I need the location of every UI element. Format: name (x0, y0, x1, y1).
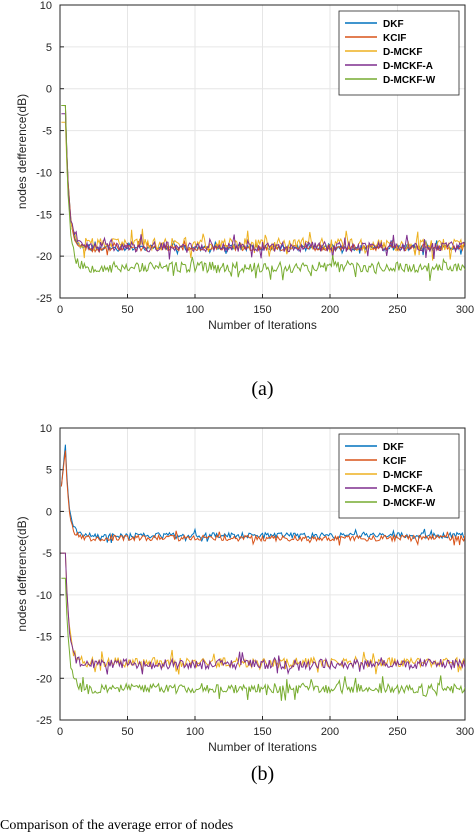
legend-entry-d-mckf-w: D-MCKF-W (383, 75, 436, 86)
y-tick-label: -15 (36, 209, 52, 221)
y-tick-label: 10 (40, 0, 52, 12)
legend-entry-d-mckf: D-MCKF (383, 470, 422, 481)
x-tick-label: 0 (57, 726, 63, 738)
x-tick-label: 300 (456, 304, 474, 316)
y-tick-label: -5 (42, 548, 52, 560)
x-tick-label: 150 (253, 726, 271, 738)
x-axis-label: Number of Iterations (208, 740, 317, 754)
panel-a: 0 50 100 150 200 250 300 -25 -20 -15 -10 -5 0 5 10 Numb… (15, 0, 474, 400)
x-tick-label: 250 (388, 726, 406, 738)
y-tick-label: -25 (36, 715, 52, 727)
legend-entry-dkf: DKF (383, 19, 404, 30)
x-tick-label: 200 (321, 304, 339, 316)
legend-entry-d-mckf-w: D-MCKF-W (383, 498, 436, 509)
y-axis-label: nodes defference(dB) (15, 516, 29, 631)
x-tick-label: 100 (186, 726, 204, 738)
panel-label: (a) (251, 378, 273, 400)
figure: 0 50 100 150 200 250 300-25-20-15-10-50510Numb… (15, 0, 474, 785)
series-line-d-mckf-a (61, 113, 465, 260)
y-tick-label: 5 (46, 465, 52, 477)
y-tick-label: -20 (36, 251, 52, 263)
x-tick-label: 50 (121, 726, 133, 738)
x-tick-label: 0 (57, 304, 63, 316)
y-tick-label: -20 (36, 673, 52, 685)
x-tick-label: 250 (388, 304, 406, 316)
series-line-kcif (61, 105, 465, 256)
panel-b: 0 50 100 150 200 250 300 -25 -20 -15 -10 -5 0 5 10 Numb… (15, 423, 474, 785)
legend-entry-dkf: DKF (383, 442, 404, 453)
legend: DKF KCIF D-MCKF D-MCKF-A D-MCKF-W (338, 433, 460, 519)
legend-entry-kcif: KCIF (383, 33, 406, 44)
legend-box (338, 433, 460, 519)
legend-entry-d-mckf-a: D-MCKF-A (383, 484, 433, 495)
x-tick-label: 100 (186, 304, 204, 316)
series-line-d-mckf (61, 552, 465, 675)
y-axis-label: nodes defference(dB) (15, 94, 29, 209)
series-line-dkf (61, 105, 465, 256)
series-line-d-mckf-w (61, 105, 465, 281)
x-tick-label: 200 (321, 726, 339, 738)
y-tick-label: 10 (40, 423, 52, 435)
legend: DKF KCIF D-MCKF D-MCKF-A D-MCKF-W (338, 10, 460, 96)
legend-entry-kcif: KCIF (383, 456, 406, 467)
y-tick-label: -10 (36, 590, 52, 602)
x-tick-label: 300 (456, 726, 474, 738)
x-tick-label: 50 (121, 304, 133, 316)
panel-label: (b) (251, 763, 274, 785)
y-tick-label: -15 (36, 632, 52, 644)
y-tick-label: 0 (46, 506, 52, 518)
series-group (60, 444, 465, 701)
series-line-d-mckf (61, 121, 465, 261)
y-tick-label: -5 (42, 126, 52, 138)
y-tick-label: 0 (46, 84, 52, 96)
y-tick-label: -25 (36, 293, 52, 305)
figure-caption: Comparison of the average error of nodes (0, 818, 234, 833)
x-axis-label: Number of Iterations (208, 318, 317, 332)
series-line-d-mckf-w (61, 577, 465, 701)
y-tick-label: -10 (36, 167, 52, 179)
legend-box (338, 10, 460, 96)
legend-entry-d-mckf-a: D-MCKF-A (383, 61, 433, 72)
y-tick-label: 5 (46, 42, 52, 54)
series-line-d-mckf-a (61, 552, 465, 676)
series-line-kcif (60, 450, 465, 547)
x-tick-label: 150 (253, 304, 271, 316)
series-group (61, 105, 465, 281)
legend-entry-d-mckf: D-MCKF (383, 47, 422, 58)
